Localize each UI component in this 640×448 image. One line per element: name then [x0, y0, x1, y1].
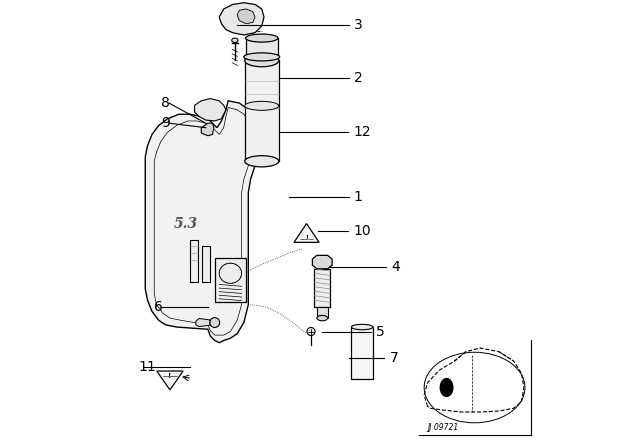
Text: 2: 2 [353, 71, 362, 86]
Ellipse shape [246, 34, 278, 42]
Text: 1: 1 [353, 190, 362, 204]
Text: 10: 10 [353, 224, 371, 238]
Ellipse shape [244, 101, 279, 110]
Polygon shape [202, 123, 214, 136]
Text: 4: 4 [392, 259, 401, 274]
Ellipse shape [317, 315, 328, 321]
Text: 12: 12 [353, 125, 371, 139]
Ellipse shape [307, 327, 315, 336]
Polygon shape [219, 3, 264, 35]
Bar [317, 307, 328, 318]
Bar [351, 327, 373, 379]
Text: 5.3: 5.3 [173, 217, 198, 231]
Ellipse shape [232, 38, 238, 43]
Polygon shape [312, 255, 332, 269]
Bar [314, 269, 330, 307]
Bar [202, 246, 210, 282]
Bar [244, 60, 279, 161]
Bar [190, 240, 198, 282]
Text: 3: 3 [353, 17, 362, 32]
Polygon shape [195, 99, 226, 121]
Text: 7: 7 [389, 351, 398, 366]
Text: !: ! [168, 373, 172, 379]
Polygon shape [157, 371, 183, 390]
Text: JJ 09721: JJ 09721 [428, 423, 459, 432]
Text: 6: 6 [154, 300, 163, 314]
Text: 9: 9 [161, 116, 170, 130]
Text: 8: 8 [161, 96, 170, 110]
Bar [215, 258, 246, 302]
Text: !: ! [305, 235, 308, 240]
Ellipse shape [244, 155, 279, 167]
Ellipse shape [351, 324, 373, 330]
Ellipse shape [210, 318, 220, 327]
Bar [246, 38, 278, 57]
Polygon shape [145, 101, 257, 343]
Polygon shape [196, 319, 210, 327]
Ellipse shape [244, 53, 280, 61]
Ellipse shape [244, 54, 279, 67]
Polygon shape [237, 9, 255, 24]
Text: 5: 5 [376, 324, 385, 339]
Polygon shape [294, 224, 319, 242]
Text: 11: 11 [139, 360, 156, 375]
Ellipse shape [440, 379, 453, 396]
